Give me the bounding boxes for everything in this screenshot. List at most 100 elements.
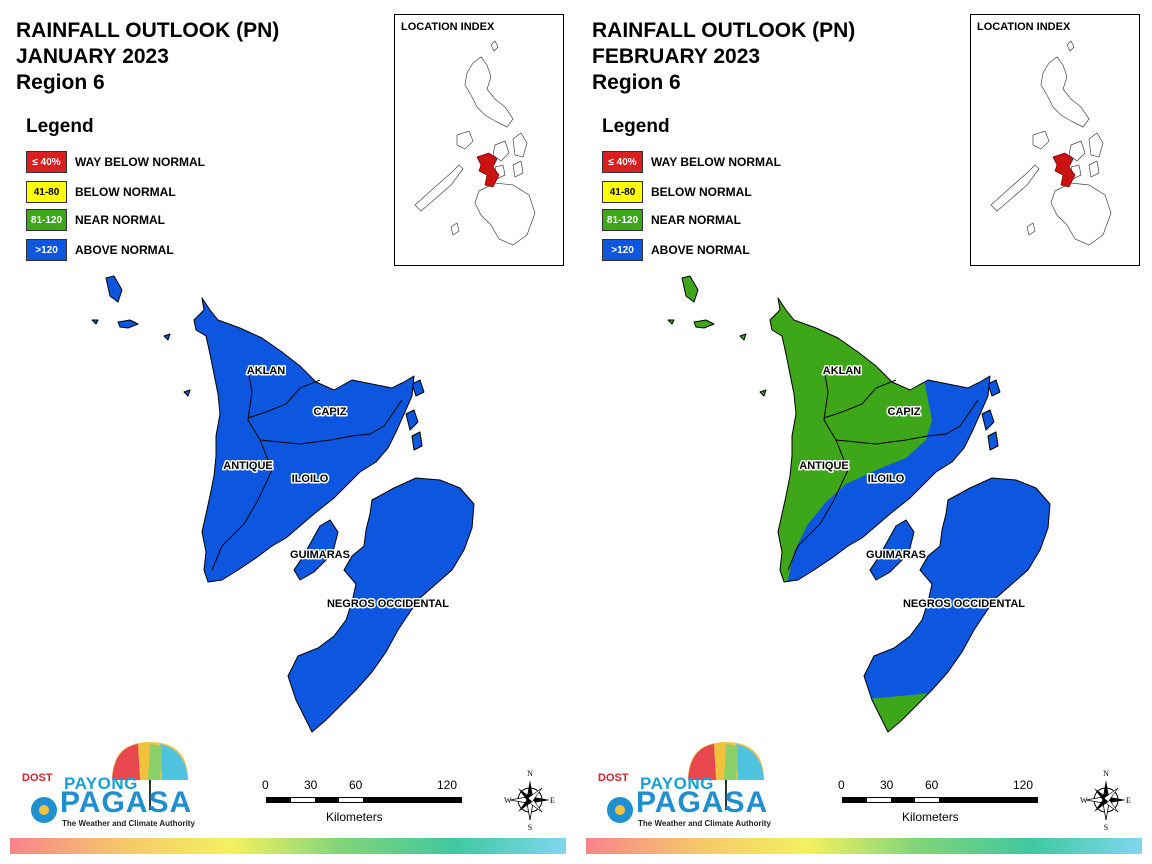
umbrella-icon xyxy=(31,742,188,823)
compass-w: W xyxy=(504,796,512,805)
legend-label: BELOW NORMAL xyxy=(75,185,176,199)
compass-n: N xyxy=(1103,769,1109,778)
title-line-3: Region 6 xyxy=(16,71,105,94)
north-arrow: N S W E xyxy=(1078,768,1134,832)
legend-swatch: ≤ 40% xyxy=(26,151,67,173)
label-aklan: AKLAN xyxy=(247,365,286,377)
compass-e: E xyxy=(1126,796,1131,805)
title-line-1: RAINFALL OUTLOOK (PN) xyxy=(16,19,280,42)
rainfall-map: AKLAN CAPIZ ANTIQUE ILOILO GUIMARAS NEGR… xyxy=(91,275,475,733)
scale-tick: 30 xyxy=(880,778,894,792)
legend-title: Legend xyxy=(26,116,94,137)
scale-bar-graphic xyxy=(842,797,1038,803)
compass-icon: N S W E xyxy=(504,769,555,832)
rainfall-map: AKLAN CAPIZ ANTIQUE ILOILO GUIMARAS NEGR… xyxy=(667,275,1051,733)
compass-s: S xyxy=(1104,823,1108,832)
label-antique: ANTIQUE xyxy=(799,460,849,472)
legend-label: WAY BELOW NORMAL xyxy=(651,155,782,169)
scale-tick: 120 xyxy=(437,778,458,792)
panel-january: RAINFALL OUTLOOK (PN) JANUARY 2023 Regio… xyxy=(10,14,566,854)
legend-item-below-normal: 41-80 BELOW NORMAL xyxy=(602,181,752,203)
panay-outline xyxy=(769,297,991,583)
philippines-inset-map xyxy=(414,40,536,246)
compass-n: N xyxy=(527,769,533,778)
island-small xyxy=(739,333,747,341)
label-capiz: CAPIZ xyxy=(314,406,347,418)
boundary-aklan-capiz xyxy=(823,379,897,419)
label-capiz: CAPIZ xyxy=(888,406,921,418)
scale-tick: 0 xyxy=(838,778,845,792)
guimaras-island xyxy=(293,519,339,581)
panel-february: RAINFALL OUTLOOK (PN) FEBRUARY 2023 Regi… xyxy=(576,0,1152,864)
color-gradient-bar xyxy=(10,838,566,854)
pagasa-text: PAGASA xyxy=(636,786,769,819)
legend-label: WAY BELOW NORMAL xyxy=(75,155,206,169)
island-small xyxy=(405,409,419,431)
island-small xyxy=(411,431,423,451)
island-small xyxy=(987,431,999,451)
island-small xyxy=(411,379,425,397)
payong-text: PAYONG xyxy=(64,774,138,793)
title-line-2: FEBRUARY 2023 xyxy=(592,45,761,68)
panay-island xyxy=(193,297,415,583)
scale-bar: 0 30 60 120 Kilometers xyxy=(836,778,1056,838)
boundary-antique xyxy=(787,369,849,571)
title-line-1: RAINFALL OUTLOOK (PN) xyxy=(592,19,856,42)
island-small xyxy=(759,389,767,397)
dost-text: DOST xyxy=(22,772,53,784)
legend-item-above-normal: >120 ABOVE NORMAL xyxy=(602,239,750,261)
philippines-inset-map xyxy=(990,40,1112,246)
boundary-capiz-iloilo xyxy=(259,399,403,445)
payong-text: PAYONG xyxy=(640,774,714,793)
compass-icon: N S W E xyxy=(1080,769,1131,832)
label-aklan: AKLAN xyxy=(823,365,862,377)
scale-unit: Kilometers xyxy=(326,810,383,824)
legend-label: NEAR NORMAL xyxy=(75,213,165,227)
island-small xyxy=(987,379,1001,397)
scale-tick: 60 xyxy=(349,778,363,792)
location-index: LOCATION INDEX xyxy=(394,14,564,266)
map-title: RAINFALL OUTLOOK (PN) FEBRUARY 2023 Regi… xyxy=(592,18,855,96)
region6-highlight xyxy=(1052,152,1076,188)
island-carabao xyxy=(105,275,123,303)
scale-bar-graphic xyxy=(266,797,462,803)
legend-item-above-normal: >120 ABOVE NORMAL xyxy=(26,239,174,261)
label-iloilo: ILOILO xyxy=(292,473,329,485)
location-index: LOCATION INDEX xyxy=(970,14,1140,266)
island-small xyxy=(667,319,675,325)
pagasa-text: PAGASA xyxy=(60,786,193,819)
north-arrow: N S W E xyxy=(502,768,558,832)
legend-swatch: >120 xyxy=(602,239,643,261)
island-small xyxy=(183,389,191,397)
compass-s: S xyxy=(528,823,532,832)
map-title: RAINFALL OUTLOOK (PN) JANUARY 2023 Regio… xyxy=(16,18,279,96)
label-negros-occidental: NEGROS OCCIDENTAL xyxy=(327,598,449,610)
legend-title: Legend xyxy=(602,116,670,137)
legend-label: NEAR NORMAL xyxy=(651,213,741,227)
boundary-antique xyxy=(211,369,273,571)
island-small xyxy=(981,409,995,431)
legend-item-way-below-normal: ≤ 40% WAY BELOW NORMAL xyxy=(26,151,205,173)
dost-text: DOST xyxy=(598,772,629,784)
location-index-title: LOCATION INDEX xyxy=(977,21,1071,33)
label-negros-occidental: NEGROS OCCIDENTAL xyxy=(903,598,1025,610)
legend-item-near-normal: 81-120 NEAR NORMAL xyxy=(602,209,741,231)
tagline-text: The Weather and Climate Authority xyxy=(62,819,195,828)
negros-occidental-area xyxy=(287,477,475,733)
color-gradient-bar xyxy=(586,838,1142,854)
compass-e: E xyxy=(550,796,555,805)
region6-highlight xyxy=(476,152,500,188)
title-line-3: Region 6 xyxy=(592,71,681,94)
island-semirara xyxy=(693,319,715,329)
legend-item-way-below-normal: ≤ 40% WAY BELOW NORMAL xyxy=(602,151,781,173)
legend-swatch: >120 xyxy=(26,239,67,261)
legend-label: ABOVE NORMAL xyxy=(651,243,750,257)
island-small xyxy=(91,319,99,325)
label-guimaras: GUIMARAS xyxy=(866,549,926,561)
label-guimaras: GUIMARAS xyxy=(290,549,350,561)
island-small xyxy=(163,333,171,341)
legend-swatch: 81-120 xyxy=(602,209,643,231)
scale-tick: 30 xyxy=(304,778,318,792)
pagasa-logo: DOST PAYONG PAGASA The Weather and Clima… xyxy=(592,740,772,832)
boundary-aklan-capiz xyxy=(247,379,321,419)
